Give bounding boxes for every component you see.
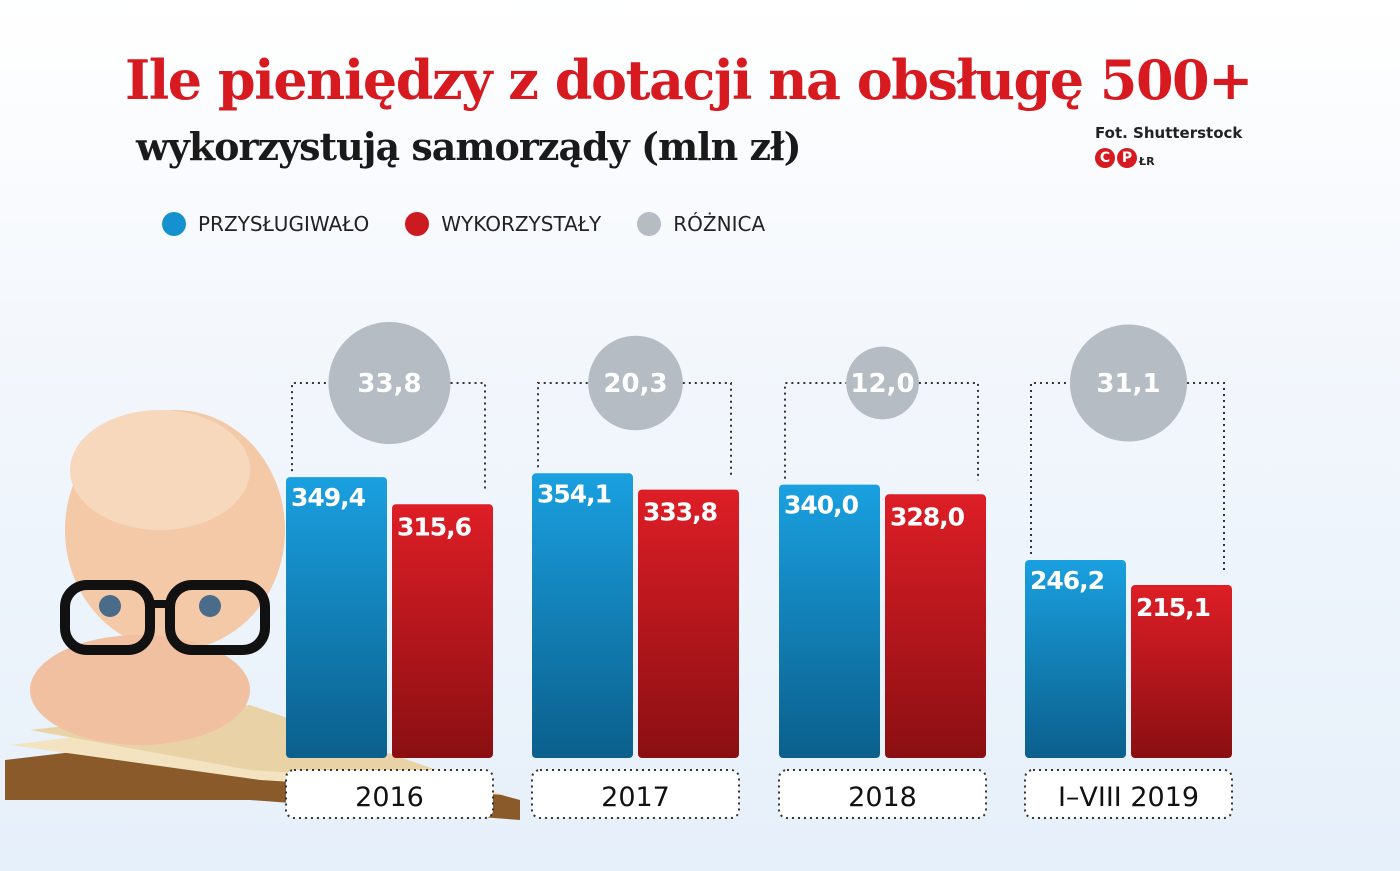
legend-dot-blue [162, 212, 186, 236]
bar-value-label: 315,6 [397, 512, 472, 541]
bar-value-label: 340,0 [784, 491, 859, 520]
connector-line [537, 382, 589, 468]
photo-credit: Fot. Shutterstock [1095, 124, 1243, 142]
connector-line [450, 382, 486, 491]
x-tick-label: 2017 [601, 782, 670, 813]
bar-wykorzystaly [392, 504, 493, 758]
connector-line [291, 382, 329, 472]
year-box [531, 769, 740, 819]
difference-circle [328, 321, 451, 445]
legend-dot-gray [637, 212, 662, 236]
difference-circle [588, 335, 683, 431]
bar-przyslugiwalo [532, 473, 633, 758]
year-box [285, 769, 494, 819]
difference-label: 33,8 [357, 369, 421, 399]
difference-circle [846, 346, 919, 420]
year-box [778, 769, 987, 819]
difference-circle [1069, 324, 1188, 442]
bar-wykorzystaly [638, 489, 739, 758]
legend-label: RÓŻNICA [673, 212, 766, 236]
logo-p: P [1117, 148, 1137, 168]
bar-przyslugiwalo [779, 484, 880, 758]
connector-line [1187, 382, 1225, 572]
bar-przyslugiwalo [286, 477, 387, 758]
legend-item-wykorzystaly: WYKORZYSTAŁY [405, 212, 601, 236]
logo-c: C [1095, 148, 1115, 168]
difference-label: 31,1 [1096, 369, 1160, 399]
legend-label: PRZYSŁUGIWAŁO [198, 212, 370, 236]
bar-wykorzystaly [1131, 585, 1232, 758]
bar-value-label: 328,0 [890, 502, 965, 531]
bar-przyslugiwalo [1025, 560, 1126, 758]
x-tick-label: 2016 [355, 782, 424, 813]
legend: PRZYSŁUGIWAŁO WYKORZYSTAŁY RÓŻNICA [162, 212, 765, 236]
difference-label: 20,3 [603, 369, 667, 399]
legend-item-roznica: RÓŻNICA [637, 212, 765, 236]
connector-line [1030, 382, 1070, 555]
connector-line [682, 382, 732, 476]
bar-value-label: 354,1 [537, 479, 611, 508]
difference-label: 12,0 [850, 369, 914, 399]
legend-label: WYKORZYSTAŁY [441, 212, 602, 236]
logo-lr: ŁR [1139, 155, 1155, 168]
bar-value-label: 349,4 [291, 483, 366, 512]
connector-line [784, 382, 847, 479]
chart-subtitle: wykorzystują samorządy (mln zł) [136, 124, 802, 169]
chart-title: Ile pieniędzy z dotacji na obsługę 500+ [125, 48, 1253, 112]
legend-item-przyslugiwalo: PRZYSŁUGIWAŁO [162, 212, 369, 236]
bar-wykorzystaly [885, 494, 986, 758]
legend-dot-red [405, 212, 430, 236]
year-box [1024, 769, 1233, 819]
x-tick-label: 2018 [848, 782, 917, 813]
connector-line [918, 382, 979, 481]
publisher-logo: C P ŁR [1095, 148, 1155, 168]
x-tick-label: I–VIII 2019 [1058, 782, 1199, 813]
bar-value-label: 215,1 [1136, 593, 1210, 622]
bar-value-label: 333,8 [643, 498, 717, 527]
bar-value-label: 246,2 [1030, 566, 1104, 595]
